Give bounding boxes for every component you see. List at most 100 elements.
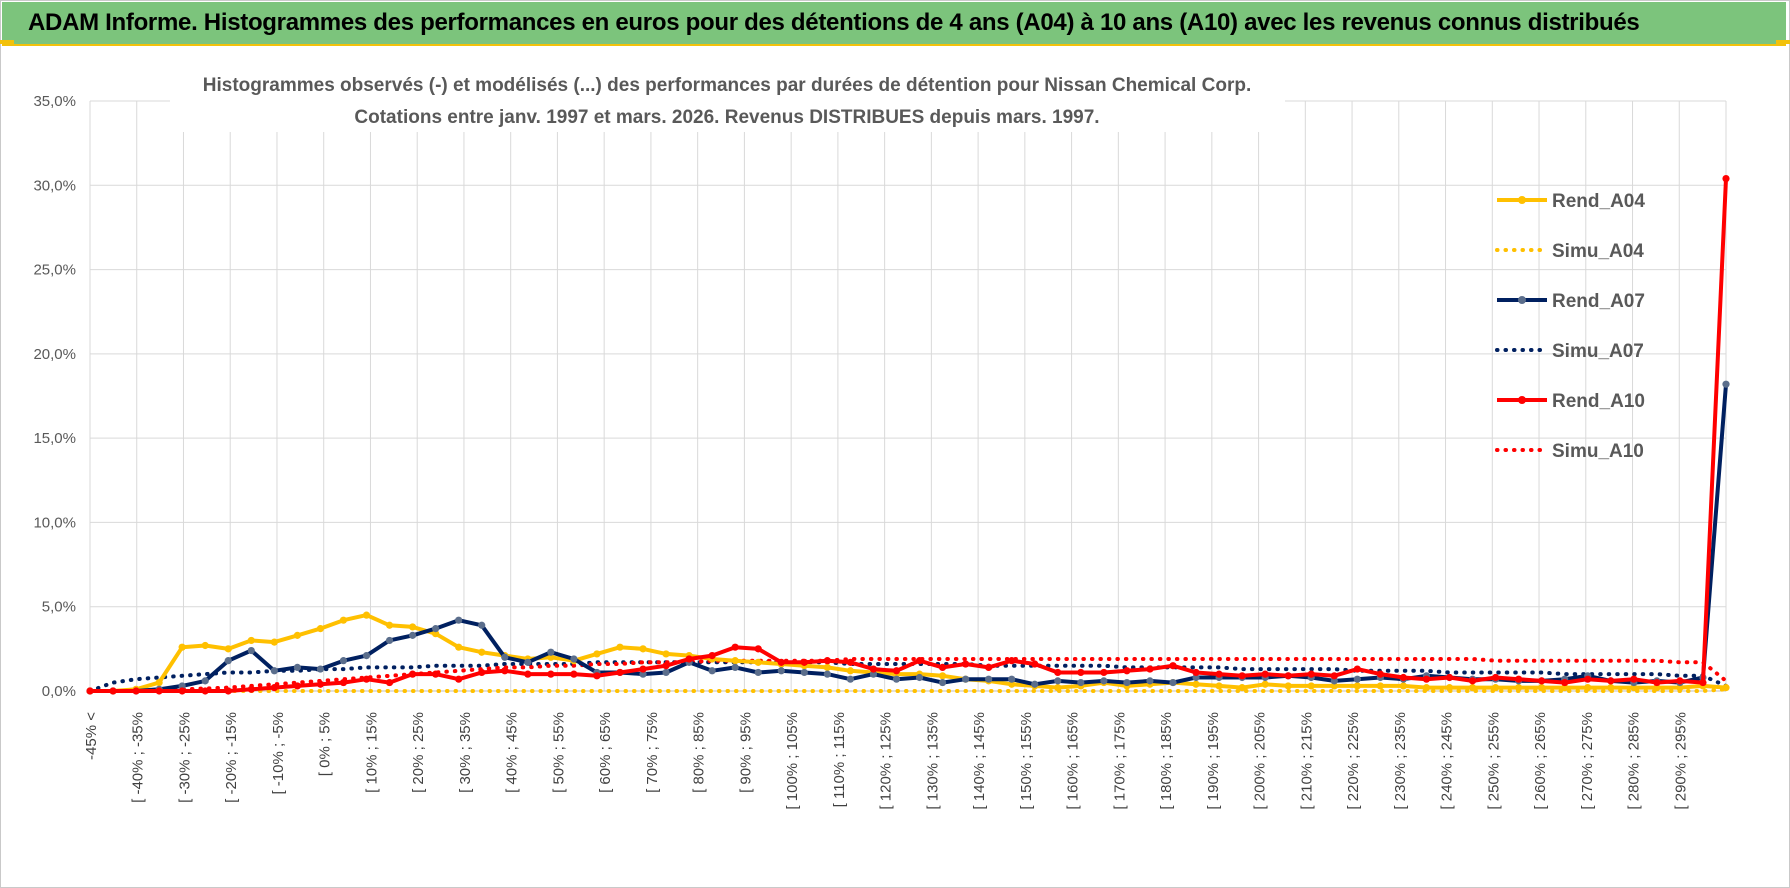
data-point [593, 672, 601, 680]
data-point [570, 655, 578, 663]
data-point [754, 658, 762, 666]
data-point [1146, 677, 1154, 685]
data-point [1699, 678, 1707, 687]
y-tick-label: 30,0% [33, 177, 76, 194]
data-point [1008, 675, 1016, 683]
data-point [685, 655, 693, 663]
data-point [478, 621, 486, 629]
x-tick-label: [ 120% ; 125% [878, 712, 895, 810]
y-tick-label: 0,0% [42, 683, 76, 700]
x-tick-label: [ 80% ; 85% [691, 712, 708, 793]
x-tick-label: -45% < [83, 712, 100, 760]
x-tick-label: [ 130% ; 135% [924, 712, 941, 810]
data-point [408, 670, 417, 678]
legend-label: Simu_A07 [1552, 341, 1644, 362]
x-tick-label: [ 290% ; 295% [1672, 712, 1689, 810]
data-point [316, 665, 325, 673]
data-point [754, 668, 762, 677]
data-point [201, 641, 209, 650]
y-tick-label: 20,0% [33, 346, 76, 363]
data-point [547, 670, 555, 678]
data-point [432, 625, 440, 633]
series-simu-a04 [88, 687, 1728, 693]
data-point [938, 678, 947, 687]
legend-marker [1518, 396, 1526, 404]
x-tick-label: [ 280% ; 285% [1626, 712, 1643, 810]
data-point [362, 652, 371, 660]
title-banner: ADAM Informe. Histogrammes des performan… [2, 2, 1786, 46]
data-point [293, 663, 301, 672]
data-point [270, 638, 278, 646]
series-rend-a10 [86, 174, 1730, 695]
data-point [270, 684, 278, 692]
x-tick-label: [ -10% ; -5% [270, 712, 287, 795]
data-point [293, 631, 301, 639]
data-point [593, 650, 601, 658]
data-point [1261, 680, 1269, 688]
data-point [1491, 684, 1500, 692]
data-point [662, 662, 670, 670]
x-tick-label: [ 150% ; 155% [1018, 712, 1035, 810]
data-point [869, 665, 878, 673]
data-point [1653, 678, 1661, 687]
corner-accent-right [1776, 40, 1790, 44]
data-point [777, 667, 785, 675]
data-point [892, 667, 901, 675]
x-tick-label: [ 210% ; 215% [1298, 712, 1315, 810]
data-point [1307, 670, 1315, 678]
data-point [1515, 675, 1523, 683]
data-point [823, 657, 831, 665]
legend-label: Rend_A07 [1552, 291, 1645, 312]
x-tick-label: [ 140% ; 145% [971, 712, 988, 810]
data-point [1445, 673, 1454, 682]
data-point [1100, 677, 1108, 685]
data-point [1422, 675, 1431, 683]
data-point [524, 658, 532, 666]
x-tick-label: [ 40% ; 45% [504, 712, 521, 793]
data-point [1054, 684, 1062, 692]
x-tick-label: [ 230% ; 235% [1392, 712, 1409, 810]
data-point [639, 645, 647, 653]
data-point [846, 667, 854, 675]
chart-title-line1: Histogrammes observés (-) et modélisés (… [203, 75, 1251, 96]
legend-label: Simu_A04 [1552, 241, 1644, 262]
data-point [1584, 675, 1592, 683]
data-point [823, 663, 831, 672]
data-point [362, 675, 371, 683]
data-point [1238, 684, 1246, 692]
data-point [1123, 667, 1131, 675]
x-tick-label: [ 30% ; 35% [457, 712, 474, 793]
data-point [385, 636, 394, 645]
data-point [892, 675, 901, 683]
data-point [1376, 682, 1384, 690]
data-point [132, 687, 140, 695]
legend-marker [1518, 296, 1526, 304]
data-point [1561, 684, 1569, 692]
data-point [455, 616, 463, 624]
data-point [800, 668, 808, 677]
legend-label: Rend_A04 [1552, 191, 1645, 212]
series-line [88, 687, 1728, 693]
data-point [823, 670, 831, 678]
data-point [985, 663, 993, 672]
data-point [455, 643, 463, 651]
data-point [432, 670, 440, 678]
data-point [800, 658, 808, 666]
data-point [708, 667, 716, 675]
data-point [478, 648, 486, 656]
data-point [1008, 657, 1016, 665]
y-tick-label: 25,0% [33, 262, 76, 279]
x-tick-label: [ 60% ; 65% [597, 712, 614, 793]
data-point [1722, 174, 1730, 183]
data-point [1607, 684, 1615, 692]
data-point [201, 687, 209, 695]
data-point [501, 653, 509, 661]
data-point [754, 645, 762, 653]
data-point [1353, 675, 1361, 683]
data-point [1353, 682, 1361, 690]
data-point [547, 653, 555, 661]
data-point [109, 687, 117, 695]
data-point [1630, 684, 1638, 692]
x-tick-label: [ 90% ; 95% [737, 712, 754, 793]
